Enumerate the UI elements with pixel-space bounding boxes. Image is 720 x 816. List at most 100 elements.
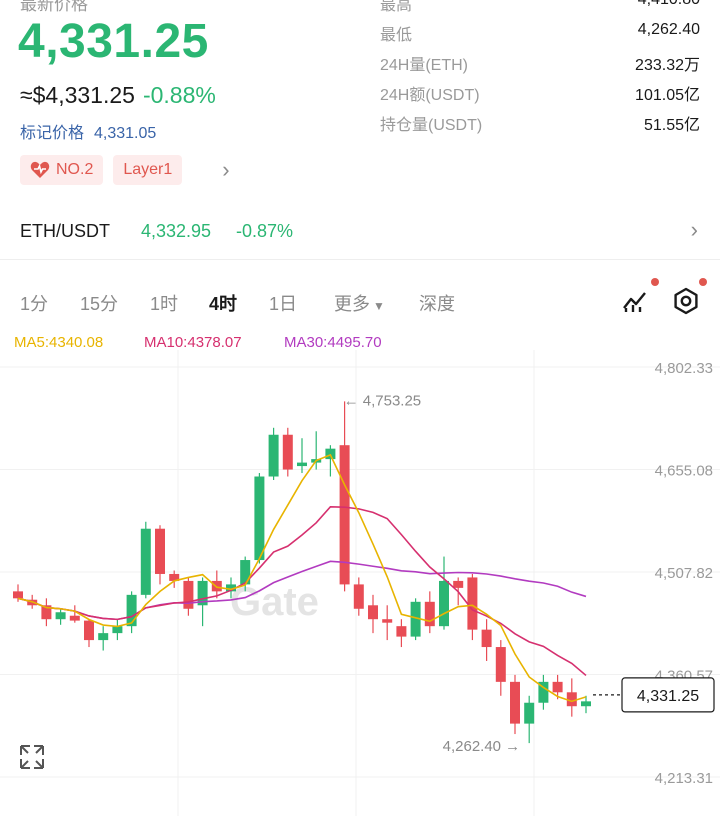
- candle-body: [169, 573, 180, 581]
- tab-15m[interactable]: 15分: [80, 294, 119, 314]
- candle-body: [155, 528, 165, 574]
- ma5-label: MA5:4340.08: [14, 334, 104, 351]
- candle-body: [98, 633, 109, 641]
- pair-price: 4,332.95: [141, 221, 212, 241]
- category-tag[interactable]: Layer1: [113, 155, 183, 185]
- candle-body: [268, 434, 279, 477]
- chevron-right-icon: ›: [690, 217, 698, 242]
- indicator-icon[interactable]: [620, 286, 650, 316]
- stat-volume: 24H量(ETH) 233.32万: [380, 51, 700, 75]
- stat-value: 51.55亿: [643, 117, 700, 134]
- category-tag-label: Layer1: [123, 161, 173, 178]
- candle-body: [297, 462, 307, 467]
- tab-more-label: 更多: [334, 294, 370, 314]
- usd-price-value: ≈$4,331.25: [20, 82, 135, 108]
- last-price: 4,331.25: [18, 15, 209, 68]
- mark-price[interactable]: 标记价格 4,331.05: [20, 119, 156, 143]
- usd-price: ≈$4,331.25 -0.88%: [20, 82, 216, 109]
- low-price-label: 4,262.40 →: [443, 738, 521, 755]
- candlestick-chart[interactable]: Gate4,802.334,655.084,507.824,360.574,21…: [0, 330, 720, 816]
- chevron-right-icon[interactable]: ›: [222, 157, 230, 182]
- candle-body: [339, 445, 350, 585]
- ma5-line: [17, 453, 587, 703]
- spot-pair-row[interactable]: ETH/USDT 4,332.95 -0.87% ›: [0, 205, 720, 260]
- candle-body: [140, 528, 151, 595]
- candle-body: [368, 605, 378, 620]
- tab-more[interactable]: 更多 ▼: [334, 290, 385, 316]
- candle-body: [41, 605, 52, 620]
- heart-icon: [30, 161, 50, 178]
- y-tick-label: 4,507.82: [655, 565, 713, 582]
- candle-body: [495, 647, 506, 682]
- last-price-label: 最新价格: [20, 0, 88, 14]
- candle-body: [240, 560, 251, 585]
- tab-1m[interactable]: 1分: [20, 294, 49, 314]
- candle-body: [69, 615, 80, 621]
- candle-body: [524, 702, 535, 724]
- pair-change: -0.87%: [236, 221, 294, 241]
- candle-body: [55, 612, 66, 620]
- candle-body: [382, 619, 393, 623]
- candle-body: [439, 580, 449, 627]
- candle-body: [538, 681, 549, 703]
- stat-open-interest: 持仓量(USDT) 51.55亿: [380, 111, 700, 135]
- tab-4h[interactable]: 4时: [209, 294, 238, 314]
- stat-label: 最高: [380, 0, 413, 14]
- stat-low: 最低 4,262.40: [380, 21, 700, 45]
- candle-body: [552, 681, 563, 693]
- notification-dot: [651, 278, 659, 286]
- tab-depth[interactable]: 深度: [419, 294, 455, 314]
- tab-1d[interactable]: 1日: [269, 294, 298, 314]
- notification-dot: [699, 278, 707, 286]
- current-price-label: 4,331.25: [637, 688, 699, 705]
- candle-body: [566, 692, 577, 707]
- stat-label: 最低: [380, 27, 413, 44]
- rank-tag[interactable]: NO.2: [20, 155, 104, 185]
- stat-value: 4,262.40: [637, 21, 700, 38]
- watermark: Gate: [230, 580, 319, 624]
- interval-tabs: 1分 15分 1时 4时 1日 更多 ▼ 深度: [0, 278, 720, 324]
- fullscreen-icon[interactable]: [20, 745, 44, 769]
- candle-body: [84, 620, 94, 641]
- ma30-label: MA30:4495.70: [284, 334, 382, 351]
- candle-body: [183, 580, 194, 609]
- settings-icon[interactable]: [671, 286, 701, 316]
- tag-row: NO.2 Layer1 ›: [20, 155, 230, 185]
- candle-body: [254, 476, 265, 561]
- candle-body: [13, 591, 23, 599]
- change-percent: -0.88%: [142, 82, 216, 108]
- candle-body: [325, 448, 336, 460]
- tab-1h[interactable]: 1时: [150, 294, 179, 314]
- candle-body: [112, 626, 123, 634]
- high-price-label: ← 4,753.25: [344, 392, 422, 409]
- stat-value: 4,410.80: [638, 0, 700, 9]
- price-header: 最新价格 4,331.25 ≈$4,331.25 -0.88% 标记价格 4,331…: [0, 0, 720, 200]
- rank-tag-label: NO.2: [56, 161, 94, 178]
- candle-body: [453, 580, 464, 588]
- stat-label: 24H量(ETH): [380, 57, 469, 74]
- candle-body: [126, 594, 137, 627]
- candle-body: [197, 580, 208, 606]
- y-tick-label: 4,802.33: [655, 360, 713, 377]
- candle-body: [282, 434, 293, 470]
- mark-price-label: 标记价格: [20, 125, 85, 142]
- candle-body: [467, 577, 478, 630]
- candle-body: [510, 681, 520, 724]
- candle-body: [581, 701, 591, 707]
- candle-body: [353, 584, 364, 609]
- stat-turnover: 24H额(USDT) 101.05亿: [380, 81, 700, 105]
- mark-price-value: 4,331.05: [94, 125, 157, 142]
- candle-body: [424, 601, 435, 627]
- candle-body: [396, 626, 407, 637]
- ma10-label: MA10:4378.07: [144, 334, 242, 351]
- candle-body: [481, 629, 492, 648]
- stat-label: 24H额(USDT): [380, 87, 480, 104]
- stat-value: 233.32万: [635, 57, 700, 74]
- candle-body: [226, 584, 236, 592]
- current-price-box: [621, 677, 715, 713]
- y-tick-label: 4,655.08: [655, 462, 713, 479]
- pair-name: ETH/USDT: [20, 221, 110, 241]
- candle-body: [410, 601, 421, 637]
- stat-high: 最高 4,410.80: [380, 0, 700, 15]
- stat-value: 101.05亿: [635, 87, 700, 104]
